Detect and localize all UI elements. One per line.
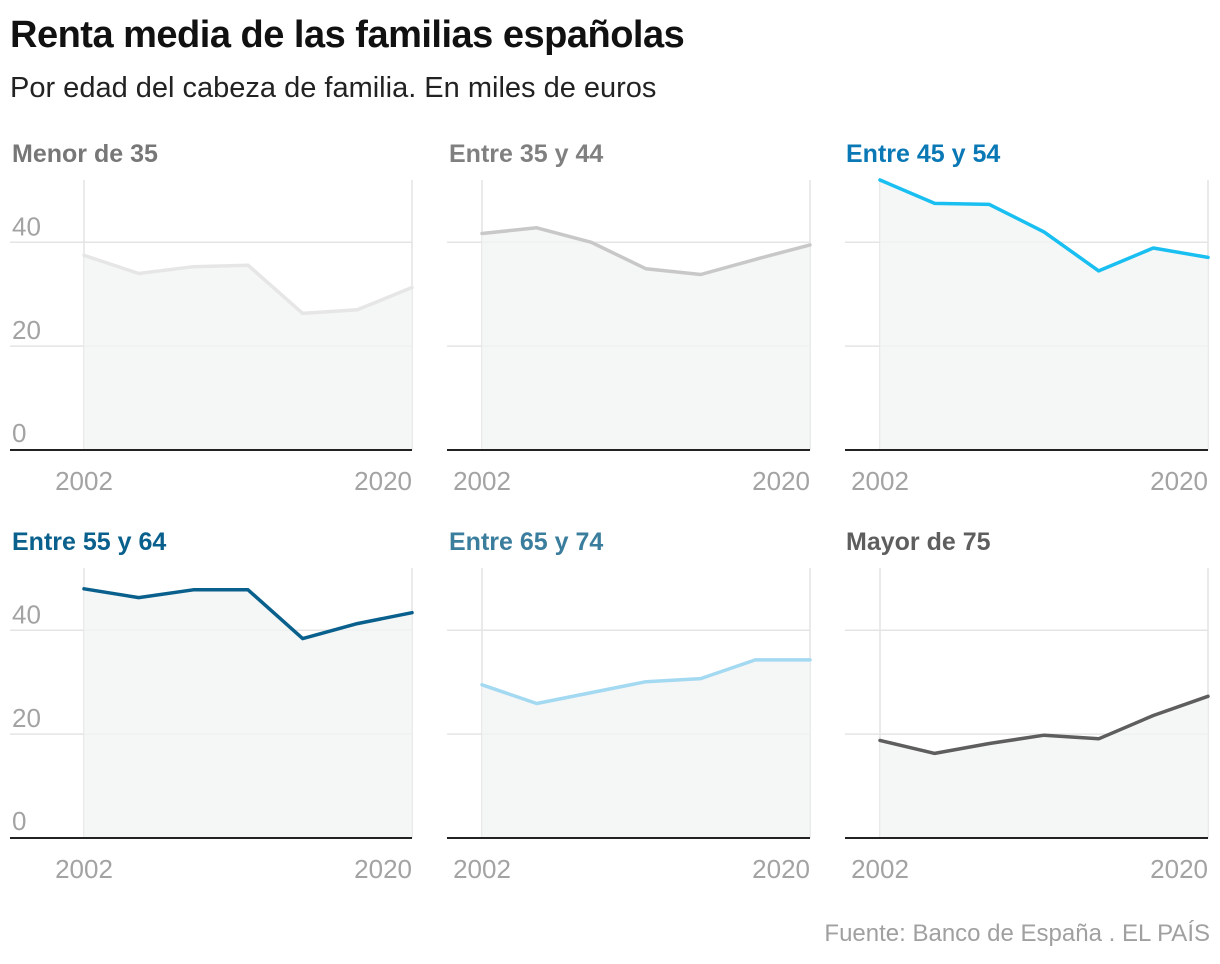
- x-tick-label: 2020: [752, 466, 810, 496]
- y-tick-label: 20: [12, 315, 41, 345]
- y-tick-label: 20: [12, 703, 41, 733]
- y-tick-label: 40: [12, 599, 41, 629]
- panel-title: Menor de 35: [12, 140, 158, 168]
- area-fill: [482, 227, 810, 450]
- x-tick-label: 2020: [354, 854, 412, 884]
- chart-subtitle: Por edad del cabeza de familia. En miles…: [10, 72, 657, 104]
- area-fill: [880, 696, 1208, 838]
- series-line: [82, 587, 414, 641]
- x-tick-label: 2002: [55, 854, 113, 884]
- area-fill: [84, 255, 412, 450]
- x-tick-label: 2002: [851, 854, 909, 884]
- y-tick-label: 0: [12, 806, 26, 836]
- panel-title: Entre 65 y 74: [449, 528, 604, 556]
- panel-title: Entre 45 y 54: [846, 140, 1001, 168]
- area-fill: [482, 659, 810, 838]
- x-tick-label: 2020: [752, 854, 810, 884]
- chart-title: Renta media de las familias españolas: [10, 14, 685, 56]
- source-note: Fuente: Banco de España . EL PAÍS: [824, 920, 1210, 947]
- series-line: [480, 226, 812, 277]
- x-tick-label: 2020: [1150, 854, 1208, 884]
- series-line: [82, 253, 414, 316]
- area-fill: [880, 180, 1208, 450]
- y-tick-label: 40: [12, 211, 41, 241]
- panel-title: Mayor de 75: [846, 528, 991, 556]
- x-tick-label: 2020: [1150, 466, 1208, 496]
- series-line: [480, 658, 812, 706]
- x-tick-label: 2002: [453, 854, 511, 884]
- area-fill: [84, 588, 412, 838]
- x-tick-label: 2020: [354, 466, 412, 496]
- x-tick-label: 2002: [851, 466, 909, 496]
- y-tick-label: 0: [12, 418, 26, 448]
- panel-title: Entre 55 y 64: [12, 528, 167, 556]
- series-line: [878, 694, 1210, 756]
- panel-title: Entre 35 y 44: [449, 140, 604, 168]
- x-tick-label: 2002: [55, 466, 113, 496]
- x-tick-label: 2002: [453, 466, 511, 496]
- series-line: [878, 178, 1210, 273]
